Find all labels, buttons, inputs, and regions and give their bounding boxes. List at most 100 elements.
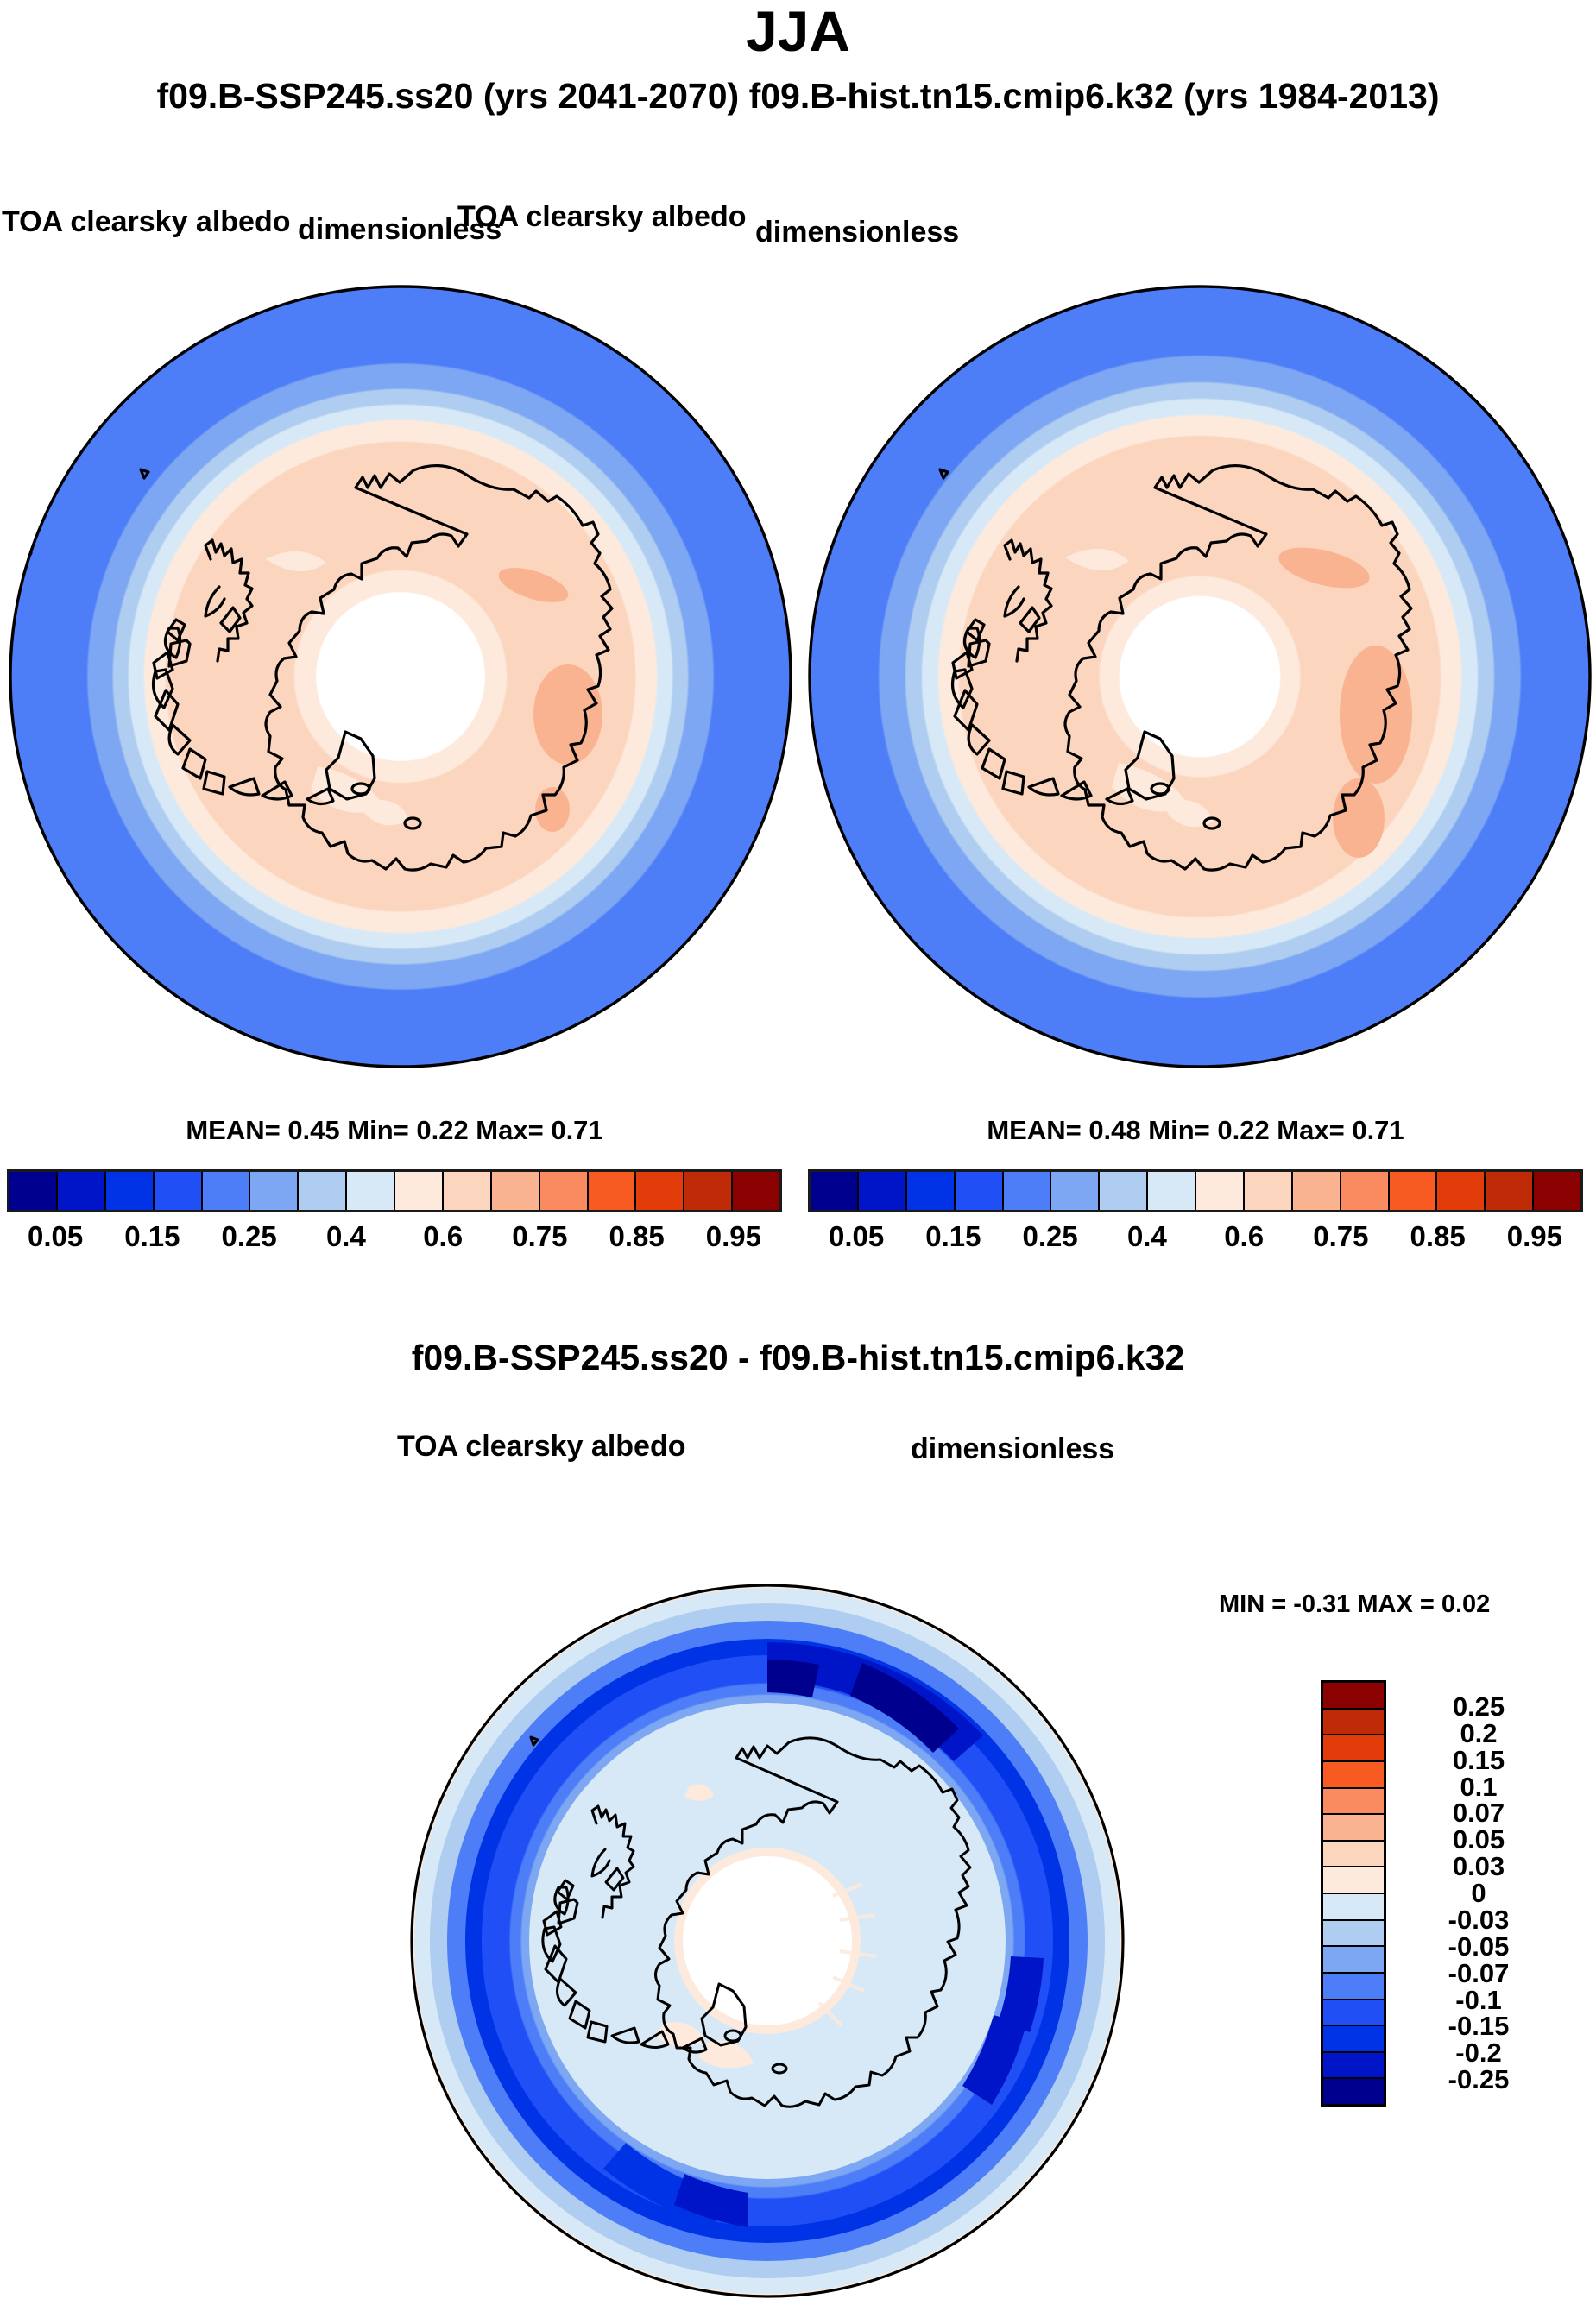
colorbar-segment [1323, 1867, 1384, 1894]
colorbar-segment [1323, 1683, 1384, 1710]
colorbar-segment [955, 1172, 1004, 1210]
map-right-coastline [815, 464, 1413, 872]
colorbar-right-ticks: 0.05 0.15 0.25 0.4 0.6 0.75 0.85 0.95 [808, 1220, 1583, 1253]
colorbar-segment [1437, 1172, 1486, 1210]
map-difference[interactable] [408, 1558, 1126, 2324]
colorbar-tick-label: 0.85 [1410, 1220, 1466, 1252]
colorbar-tick-label: 0.07 [1452, 1798, 1505, 1829]
map-difference-contour-fill [412, 1585, 1123, 2296]
colorbar-segment [1323, 2079, 1384, 2104]
colorbar-segment [1323, 1761, 1384, 1789]
colorbar-segment [588, 1172, 637, 1210]
colorbar-left-ticks: 0.05 0.15 0.25 0.4 0.6 0.75 0.85 0.95 [7, 1220, 782, 1253]
colorbar-segment [443, 1172, 492, 1210]
colorbar-left[interactable] [7, 1169, 782, 1212]
colorbar-segment [636, 1172, 685, 1210]
colorbar-tick-label: 0.1 [1460, 1771, 1498, 1802]
colorbar-tick-label: 0.6 [1224, 1220, 1265, 1252]
colorbar-segment [1341, 1172, 1390, 1210]
colorbar-segment [1196, 1172, 1245, 1210]
colorbar-tick-label: 0.95 [705, 1220, 761, 1252]
colorbar-tick-label: 0.25 [1452, 1691, 1505, 1722]
map-right-contour-fill [810, 287, 1590, 1067]
colorbar-segment [1292, 1172, 1341, 1210]
map-difference-coastline [415, 1735, 972, 2108]
left-panel-units-label: dimensionless [298, 213, 502, 246]
right-panel-units-label: dimensionless [755, 216, 960, 249]
colorbar-tick-label: 0.05 [829, 1220, 885, 1252]
difference-minmax-stats: MIN = -0.31 MAX = 0.02 [1219, 1590, 1491, 1618]
colorbar-segment [57, 1172, 106, 1210]
case-names-subtitle: f09.B-SSP245.ss20 (yrs 2041-2070) f09.B-… [156, 76, 1440, 116]
colorbar-tick-label: -0.25 [1448, 2064, 1510, 2095]
colorbar-tick-label: 0.03 [1452, 1851, 1505, 1882]
map-left-coastline [16, 464, 614, 872]
colorbar-tick-label: 0.6 [423, 1220, 464, 1252]
colorbar-tick-label: 0.95 [1506, 1220, 1562, 1252]
colorbar-tick-label: 0.4 [325, 1220, 366, 1252]
colorbar-segment [1323, 1894, 1384, 1921]
right-panel-variable-label: TOA clearsky albedo [457, 200, 747, 233]
colorbar-segment [299, 1172, 348, 1210]
colorbar-segment [491, 1172, 540, 1210]
colorbar-segment [1323, 1735, 1384, 1762]
map-right-svg [808, 285, 1592, 1068]
colorbar-tick-label: -0.2 [1455, 2037, 1502, 2069]
colorbar-segment [1323, 1920, 1384, 1948]
colorbar-segment [811, 1172, 859, 1210]
colorbar-tick-label: 0 [1471, 1878, 1486, 1908]
colorbar-tick-label: 0.25 [221, 1220, 277, 1252]
colorbar-right[interactable] [808, 1169, 1583, 1212]
colorbar-difference-ticks: 0.25 0.2 0.15 0.1 0.07 0.05 0.03 0 -0.03 -0.05 -0.… [1397, 1680, 1587, 2107]
colorbar-tick-label: -0.05 [1448, 1930, 1510, 1962]
colorbar-segment [1051, 1172, 1101, 1210]
page-title: JJA [745, 0, 851, 63]
colorbar-segment [1323, 1973, 1384, 2000]
colorbar-tick-label: -0.15 [1448, 2011, 1510, 2042]
colorbar-segment [1148, 1172, 1196, 1210]
map-right-outline [808, 285, 1592, 1068]
difference-units-label: dimensionless [911, 1433, 1115, 1465]
right-panel-stats: MEAN= 0.48 Min= 0.22 Max= 0.71 [987, 1115, 1404, 1145]
colorbar-segment [154, 1172, 203, 1210]
colorbar-tick-label: 0.75 [1313, 1220, 1369, 1252]
colorbar-difference[interactable] [1321, 1680, 1386, 2107]
map-left-outline [9, 285, 792, 1068]
colorbar-segment [684, 1172, 734, 1210]
colorbar-tick-label: -0.1 [1455, 1984, 1502, 2015]
map-right-historical[interactable] [806, 283, 1593, 1070]
colorbar-segment [9, 1172, 58, 1210]
colorbar-tick-label: 0.4 [1126, 1220, 1167, 1252]
colorbar-tick-label: 0.25 [1022, 1220, 1078, 1252]
map-difference-outline [410, 1584, 1125, 2298]
colorbar-segment [1323, 1709, 1384, 1736]
colorbar-segment [1003, 1172, 1052, 1210]
colorbar-tick-label: 0.15 [925, 1220, 981, 1252]
colorbar-segment [1486, 1172, 1535, 1210]
colorbar-segment [1323, 2026, 1384, 2053]
colorbar-segment [1100, 1172, 1149, 1210]
colorbar-segment [733, 1172, 779, 1210]
colorbar-segment [1323, 2052, 1384, 2080]
map-left-contour-fill [10, 287, 791, 1067]
colorbar-segment [395, 1172, 444, 1210]
map-difference-svg [410, 1584, 1125, 2298]
colorbar-segment [1389, 1172, 1438, 1210]
colorbar-tick-label: 0.2 [1460, 1717, 1498, 1748]
colorbar-segment [347, 1172, 395, 1210]
colorbar-tick-label: 0.85 [609, 1220, 665, 1252]
colorbar-tick-label: -0.07 [1448, 1957, 1510, 1988]
difference-variable-label: TOA clearsky albedo [397, 1430, 686, 1463]
map-left-svg [9, 285, 792, 1068]
colorbar-segment [250, 1172, 300, 1210]
map-left-ssp245[interactable] [7, 283, 794, 1070]
colorbar-tick-label: 0.15 [1452, 1744, 1505, 1775]
left-panel-stats: MEAN= 0.45 Min= 0.22 Max= 0.71 [186, 1115, 603, 1145]
colorbar-tick-label: -0.03 [1448, 1904, 1510, 1935]
colorbar-segment [202, 1172, 251, 1210]
colorbar-segment [1534, 1172, 1580, 1210]
colorbar-segment [105, 1172, 155, 1210]
colorbar-segment [539, 1172, 589, 1210]
colorbar-tick-label: 0.15 [124, 1220, 180, 1252]
colorbar-tick-label: 0.05 [28, 1220, 84, 1252]
